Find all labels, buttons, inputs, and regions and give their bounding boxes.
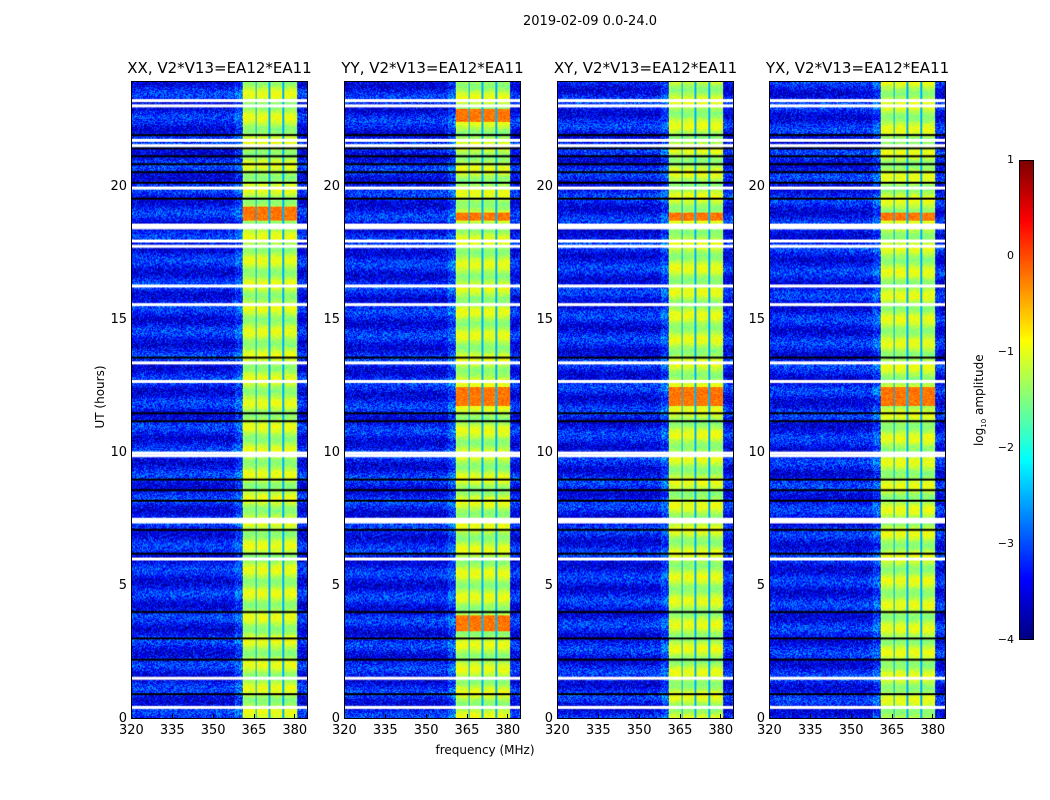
x-tick-label: 350 — [413, 723, 439, 738]
y-tick-label: 20 — [748, 179, 765, 195]
y-tick-label: 15 — [748, 312, 765, 328]
x-tick-mark — [507, 714, 509, 719]
x-tick-mark — [850, 714, 852, 719]
panel-title: YY, V2*V13=EA12*EA11 — [341, 59, 524, 77]
colorbar — [1019, 160, 1034, 640]
y-tick-label: 15 — [110, 312, 127, 328]
x-tick-mark — [425, 714, 427, 719]
x-tick-mark — [679, 714, 681, 719]
panel-title: YX, V2*V13=EA12*EA11 — [765, 59, 950, 77]
x-tick-mark — [557, 714, 558, 719]
y-tick-label: 10 — [323, 445, 340, 461]
heatmap-image — [558, 82, 733, 718]
y-tick-label: 20 — [110, 179, 127, 195]
spectrogram-panel — [131, 81, 308, 719]
colorbar-tick-label: −2 — [997, 441, 1014, 454]
x-tick-mark — [809, 714, 811, 719]
panel-title: XX, V2*V13=EA12*EA11 — [127, 59, 312, 77]
y-tick-label: 20 — [536, 179, 553, 195]
x-tick-label: 365 — [879, 723, 905, 738]
colorbar-tick-label: 0 — [1007, 249, 1014, 262]
y-tick-label: 0 — [544, 711, 553, 726]
x-tick-label: 380 — [282, 723, 308, 738]
y-tick-label: 5 — [756, 578, 765, 594]
y-tick-label: 15 — [536, 312, 553, 328]
y-tick-label: 0 — [756, 711, 765, 726]
x-tick-mark — [171, 714, 173, 719]
x-tick-mark — [769, 714, 770, 719]
y-tick-label: 5 — [544, 578, 553, 594]
x-tick-label: 350 — [626, 723, 652, 738]
x-tick-label: 335 — [159, 723, 185, 738]
y-tick-label: 0 — [118, 711, 127, 726]
x-tick-mark — [720, 714, 722, 719]
x-tick-label: 365 — [241, 723, 267, 738]
y-tick-label: 10 — [748, 445, 765, 461]
y-tick-label: 5 — [331, 578, 340, 594]
x-tick-label: 335 — [797, 723, 823, 738]
x-tick-label: 320 — [332, 723, 357, 738]
x-tick-mark — [597, 714, 599, 719]
x-tick-label: 320 — [757, 723, 782, 738]
figure-title: 2019-02-09 0.0-24.0 — [523, 14, 657, 29]
y-tick-label: 15 — [323, 312, 340, 328]
x-axis-label: frequency (MHz) — [435, 743, 535, 757]
x-tick-label: 335 — [372, 723, 398, 738]
y-tick-label: 0 — [331, 711, 340, 726]
x-tick-mark — [131, 714, 132, 719]
x-tick-label: 380 — [920, 723, 946, 738]
colorbar-label: log10 amplitude — [971, 354, 989, 447]
y-tick-label: 20 — [323, 179, 340, 195]
colorbar-tick-label: −4 — [997, 633, 1014, 646]
y-tick-label: 5 — [118, 578, 127, 594]
x-tick-label: 380 — [495, 723, 521, 738]
x-tick-mark — [384, 714, 386, 719]
x-tick-mark — [212, 714, 214, 719]
y-tick-label: 10 — [536, 445, 553, 461]
x-tick-label: 350 — [200, 723, 226, 738]
x-tick-mark — [344, 714, 345, 719]
x-tick-mark — [932, 714, 934, 719]
heatmap-image — [132, 82, 307, 718]
spectrogram-panel — [344, 81, 521, 719]
panel-title: XY, V2*V13=EA12*EA11 — [553, 59, 738, 77]
y-axis-label: UT (hours) — [93, 365, 107, 429]
x-tick-mark — [891, 714, 893, 719]
colorbar-tick-label: 1 — [1007, 153, 1014, 166]
x-tick-mark — [638, 714, 640, 719]
x-tick-label: 365 — [454, 723, 480, 738]
x-tick-label: 335 — [585, 723, 611, 738]
x-tick-label: 350 — [838, 723, 864, 738]
y-tick-label: 10 — [110, 445, 127, 461]
x-tick-label: 365 — [667, 723, 693, 738]
x-tick-label: 320 — [545, 723, 570, 738]
spectrogram-panel — [557, 81, 734, 719]
heatmap-image — [770, 82, 945, 718]
x-tick-mark — [253, 714, 255, 719]
x-tick-label: 320 — [119, 723, 144, 738]
x-tick-mark — [294, 714, 296, 719]
x-tick-label: 380 — [708, 723, 734, 738]
spectrogram-panel — [769, 81, 946, 719]
colorbar-tick-label: −1 — [997, 345, 1014, 358]
x-tick-mark — [466, 714, 468, 719]
colorbar-tick-label: −3 — [997, 537, 1014, 550]
heatmap-image — [345, 82, 520, 718]
